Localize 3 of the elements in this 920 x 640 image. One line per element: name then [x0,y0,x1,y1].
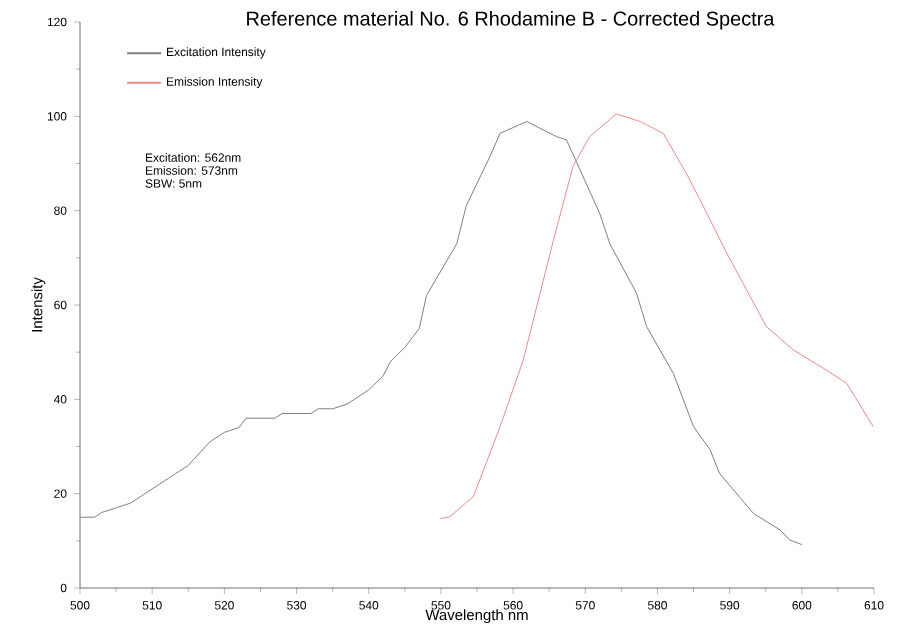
chart-title: Reference material No. 6 Rhodamine B - Corrected Spectra [247,11,775,30]
line-series [79,121,803,546]
line-series [439,113,874,520]
